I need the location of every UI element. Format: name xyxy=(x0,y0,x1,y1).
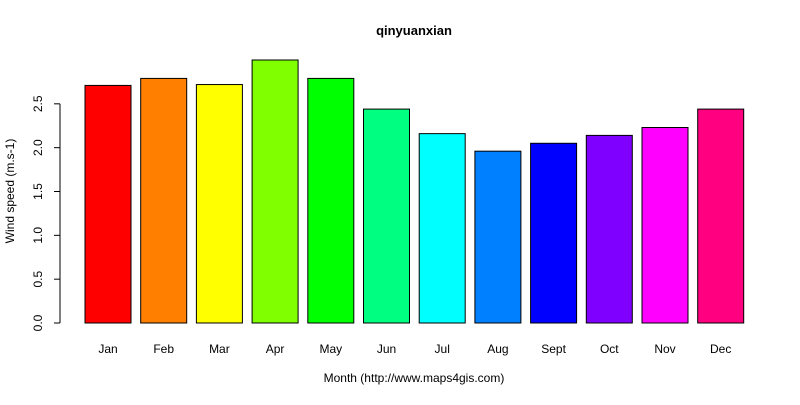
x-axis-labels: Jan Feb Mar Apr May Jun Jul Aug Sept Oct Nov Dec xyxy=(98,342,731,356)
bars-layer xyxy=(84,59,745,324)
bar-may xyxy=(307,77,355,324)
x-tick-label-jan: Jan xyxy=(98,342,117,356)
x-tick-label-sept: Sept xyxy=(541,342,566,356)
x-tick-label-feb: Feb xyxy=(153,342,174,356)
chart-title: qinyuanxian xyxy=(376,23,452,38)
bar-aug xyxy=(474,150,522,324)
bar-oct xyxy=(585,134,633,324)
x-axis-title: Month (http://www.maps4gis.com) xyxy=(324,371,505,385)
x-tick-label-oct: Oct xyxy=(600,342,619,356)
y-axis: 0.0 0.5 1.0 1.5 2.0 2.5 xyxy=(31,95,61,331)
y-tick-label-1-5: 1.5 xyxy=(31,183,45,200)
bar-feb xyxy=(140,77,188,324)
y-tick-label-0-0: 0.0 xyxy=(31,314,45,331)
x-tick-label-jul: Jul xyxy=(435,342,450,356)
bar-apr xyxy=(251,59,299,324)
bar-jun xyxy=(363,108,410,324)
x-tick-label-apr: Apr xyxy=(266,342,285,356)
x-tick-label-nov: Nov xyxy=(654,342,675,356)
bar-jul xyxy=(418,133,466,324)
bar-nov xyxy=(641,127,689,324)
bar-mar xyxy=(195,84,243,324)
x-tick-label-mar: Mar xyxy=(209,342,230,356)
x-tick-label-jun: Jun xyxy=(377,342,396,356)
bar-sept xyxy=(530,142,578,324)
y-tick-label-1-0: 1.0 xyxy=(31,227,45,244)
x-tick-label-dec: Dec xyxy=(710,342,731,356)
bar-dec xyxy=(697,108,745,324)
y-tick-label-2-0: 2.0 xyxy=(31,139,45,156)
x-tick-label-may: May xyxy=(319,342,342,356)
y-axis-title: Wind speed (m.s-1) xyxy=(3,139,17,244)
x-tick-label-aug: Aug xyxy=(487,342,508,356)
bar-jan xyxy=(84,84,132,324)
y-tick-label-0-5: 0.5 xyxy=(31,271,45,288)
y-tick-label-2-5: 2.5 xyxy=(31,95,45,112)
